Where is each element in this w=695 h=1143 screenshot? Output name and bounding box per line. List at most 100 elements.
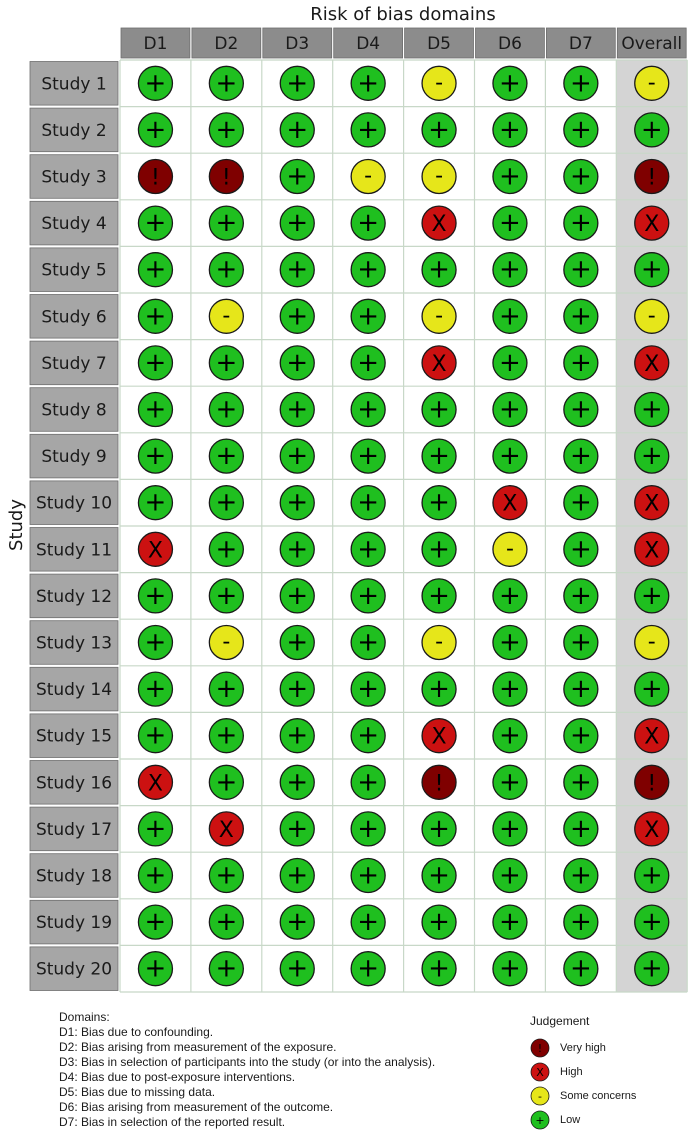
judgement-symbol: + bbox=[499, 767, 521, 797]
judgement-point-low bbox=[492, 671, 528, 707]
judgement-symbol: + bbox=[357, 441, 379, 471]
judgement-point-high bbox=[137, 764, 174, 800]
judgement-symbol: ! bbox=[435, 771, 444, 796]
study-label-bg bbox=[29, 666, 119, 712]
judgement-symbol: + bbox=[570, 348, 592, 378]
judgement-symbol: + bbox=[428, 255, 450, 285]
judgement-point-low bbox=[279, 904, 315, 940]
judgement-point-low bbox=[350, 671, 386, 707]
judgement-symbol: X bbox=[644, 818, 659, 843]
judgement-symbol: + bbox=[286, 441, 308, 471]
judgement-point-low bbox=[563, 764, 599, 800]
judgement-symbol: + bbox=[286, 581, 308, 611]
judgement-point-high bbox=[634, 485, 670, 521]
judgement-symbol: - bbox=[648, 630, 656, 655]
judgement-symbol: + bbox=[215, 861, 237, 891]
judgement-symbol: + bbox=[145, 255, 167, 285]
study-label-bg bbox=[29, 946, 119, 991]
judgement-symbol: X bbox=[148, 538, 163, 563]
judgement-symbol: + bbox=[570, 674, 592, 704]
judgement-point-low bbox=[350, 205, 386, 241]
judgement-point-low bbox=[563, 857, 599, 894]
judgement-symbol: + bbox=[570, 255, 592, 285]
judgement-point-low bbox=[492, 578, 528, 614]
legend-swatch-veryhigh: ! bbox=[530, 1038, 550, 1058]
judgement-symbol: + bbox=[499, 208, 521, 238]
judgement-point-low bbox=[137, 205, 174, 241]
judgement-point-low bbox=[563, 252, 599, 288]
judgement-symbol: + bbox=[357, 115, 379, 145]
legend-swatch-low: + bbox=[530, 1110, 550, 1130]
judgement-symbol: + bbox=[286, 115, 308, 145]
column-header-bg bbox=[333, 27, 404, 59]
judgement-point-low bbox=[492, 764, 528, 800]
judgement-symbol: + bbox=[145, 441, 167, 471]
judgement-symbol: + bbox=[499, 68, 521, 98]
judgement-point-low bbox=[563, 904, 599, 940]
judgement-point-some bbox=[208, 298, 245, 334]
judgement-point-low bbox=[421, 578, 457, 614]
judgement-symbol: + bbox=[570, 628, 592, 658]
judgement-point-low bbox=[421, 671, 457, 707]
judgement-point-low bbox=[279, 65, 315, 101]
judgement-symbol: + bbox=[286, 534, 308, 564]
study-label: Study 13 bbox=[36, 634, 112, 654]
judgement-point-low bbox=[279, 811, 315, 847]
judgement-point-high bbox=[634, 718, 670, 754]
judgement-point-low bbox=[279, 298, 315, 334]
study-label: Study 20 bbox=[36, 960, 112, 980]
judgement-symbol: + bbox=[357, 814, 379, 844]
judgement-point-veryhigh bbox=[421, 764, 457, 800]
judgement-point-low bbox=[634, 951, 670, 987]
judgement-point-low bbox=[350, 345, 386, 381]
judgement-point-low bbox=[208, 205, 245, 241]
judgement-symbol: + bbox=[215, 721, 237, 751]
judgement-symbol: + bbox=[145, 395, 167, 425]
judgement-symbol: + bbox=[357, 255, 379, 285]
judgement-point-low bbox=[137, 811, 174, 847]
judgement-point-low bbox=[634, 391, 670, 428]
judgement-symbol: + bbox=[499, 348, 521, 378]
legend-swatch-some: - bbox=[530, 1086, 550, 1106]
judgement-point-low bbox=[279, 578, 315, 614]
judgement-symbol: + bbox=[570, 907, 592, 937]
judgement-symbol: X bbox=[219, 818, 234, 843]
judgement-symbol: + bbox=[286, 301, 308, 331]
judgement-symbol: + bbox=[286, 767, 308, 797]
judgement-symbol: + bbox=[286, 954, 308, 984]
judgement-symbol: + bbox=[145, 301, 167, 331]
judgement-symbol: + bbox=[145, 348, 167, 378]
judgement-point-high bbox=[421, 718, 457, 754]
judgement-point-low bbox=[137, 345, 174, 381]
judgement-symbol: + bbox=[286, 907, 308, 937]
judgement-symbol: + bbox=[145, 674, 167, 704]
judgement-symbol: + bbox=[428, 674, 450, 704]
judgement-symbol: + bbox=[145, 581, 167, 611]
judgement-point-high bbox=[634, 531, 670, 567]
judgement-point-low bbox=[421, 485, 457, 521]
judgement-point-veryhigh bbox=[208, 158, 245, 195]
judgement-point-low bbox=[421, 112, 457, 148]
column-header-bg bbox=[120, 27, 191, 59]
judgement-symbol: + bbox=[499, 581, 521, 611]
judgement-point-low bbox=[137, 624, 174, 661]
judgement-symbol: + bbox=[570, 395, 592, 425]
judgement-symbol: + bbox=[499, 301, 521, 331]
judgement-symbol: + bbox=[357, 628, 379, 658]
judgement-point-low bbox=[350, 951, 386, 987]
judgement-symbol: + bbox=[357, 674, 379, 704]
judgement-symbol: X bbox=[502, 492, 517, 517]
judgement-point-some bbox=[634, 65, 670, 101]
judgement-point-low bbox=[208, 951, 245, 987]
judgement-point-veryhigh bbox=[137, 158, 174, 195]
study-label-bg bbox=[29, 527, 119, 572]
judgement-point-low bbox=[492, 112, 528, 148]
judgement-symbol: + bbox=[286, 674, 308, 704]
study-label: Study 14 bbox=[36, 680, 112, 700]
judgement-point-low bbox=[279, 205, 315, 241]
judgement-symbol: + bbox=[570, 581, 592, 611]
judgement-point-low bbox=[137, 951, 174, 987]
judgement-point-low bbox=[208, 671, 245, 707]
judgement-symbol: X bbox=[644, 352, 659, 377]
judgement-symbol: + bbox=[428, 534, 450, 564]
